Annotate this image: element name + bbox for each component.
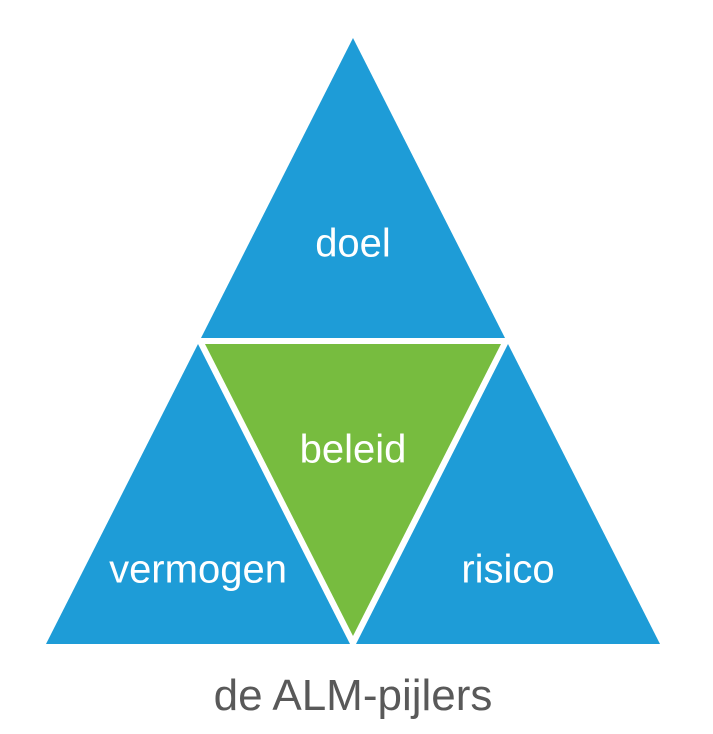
diagram-caption: de ALM-pijlers xyxy=(214,671,493,721)
alm-pijlers-diagram: doel beleid vermogen risico de ALM-pijle… xyxy=(0,0,713,734)
label-left: vermogen xyxy=(109,548,287,593)
triangle-svg xyxy=(0,0,713,734)
label-right: risico xyxy=(461,548,554,593)
label-center: beleid xyxy=(300,428,407,473)
label-top: doel xyxy=(315,222,391,267)
triangle-top xyxy=(201,38,505,338)
